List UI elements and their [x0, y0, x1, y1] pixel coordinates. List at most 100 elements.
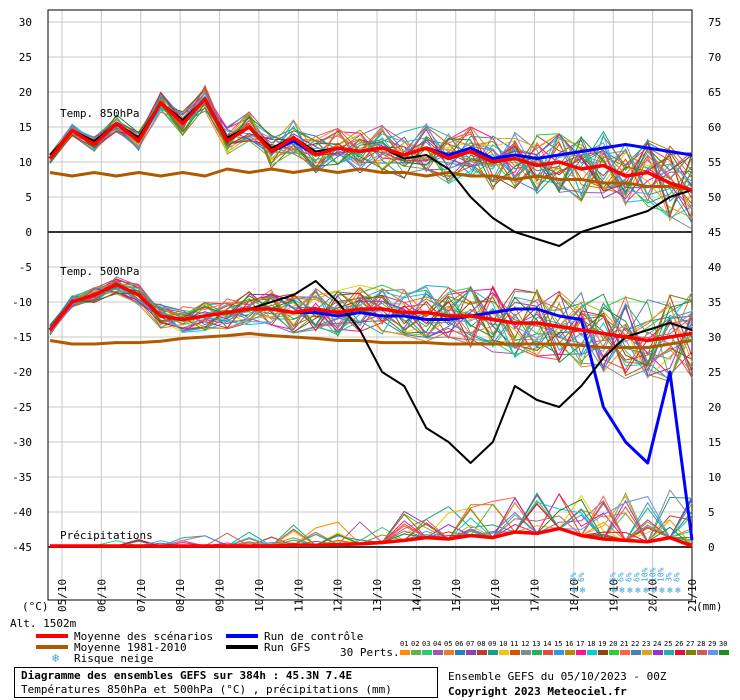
pert-swatch — [444, 650, 454, 655]
panel-label-precip: Précipitations — [60, 529, 153, 542]
pert-id: 20 — [609, 640, 617, 648]
x-tick-label: 09/10 — [214, 579, 227, 612]
legend-perts: 30 Perts. — [340, 646, 400, 659]
pert-swatch — [598, 650, 608, 655]
pert-swatch — [543, 650, 553, 655]
footer-title-box: Diagramme des ensembles GEFS sur 384h : … — [14, 667, 438, 698]
snowflake-icon: ❄ — [619, 586, 625, 596]
snowflake-icon: ❄ — [611, 586, 617, 596]
right-tick-label: 50 — [708, 191, 721, 204]
right-tick-label: 25 — [708, 366, 721, 379]
x-tick-label: 16/10 — [489, 579, 502, 612]
left-tick-label: -20 — [12, 366, 32, 379]
legend-gfs: Run GFS — [264, 641, 310, 654]
right-tick-label: 60 — [708, 121, 721, 134]
snowflake-icon: ❄ — [667, 586, 673, 596]
pert-swatch — [565, 650, 575, 655]
pert-swatch — [499, 650, 509, 655]
right-tick-label: 75 — [708, 16, 721, 29]
x-tick-label: 13/10 — [371, 579, 384, 612]
pert-id: 16 — [565, 640, 573, 648]
pert-swatch — [708, 650, 718, 655]
member-850-line — [49, 105, 693, 200]
snow-risk-value: 3% — [664, 572, 673, 582]
snowflake-icon: ❄ — [651, 586, 657, 596]
snowflake-icon: ❄ — [627, 586, 633, 596]
pert-id: 12 — [521, 640, 529, 648]
pert-id: 03 — [422, 640, 430, 648]
pert-id: 19 — [598, 640, 606, 648]
pert-id: 18 — [587, 640, 595, 648]
footer-ensemble-info: Ensemble GEFS du 05/10/2023 - 00Z Copyri… — [448, 669, 667, 699]
snow-risk-value: 3% — [569, 572, 578, 582]
main-series — [48, 97, 694, 548]
left-tick-label: 20 — [19, 86, 32, 99]
pert-id: 27 — [686, 640, 694, 648]
pert-swatch — [587, 650, 597, 655]
x-tick-label: 06/10 — [95, 579, 108, 612]
right-tick-label: 35 — [708, 296, 721, 309]
pert-id: 28 — [697, 640, 705, 648]
pert-swatch — [697, 650, 707, 655]
pert-id: 09 — [488, 640, 496, 648]
pert-swatch — [521, 650, 531, 655]
pert-id: 11 — [510, 640, 518, 648]
pert-id: 08 — [477, 640, 485, 648]
pert-swatch — [466, 650, 476, 655]
legend-snow: Risque neige — [74, 652, 153, 665]
pert-swatch — [653, 650, 663, 655]
pert-id: 21 — [620, 640, 628, 648]
pert-swatch — [532, 650, 542, 655]
snow-risk-value: 10% — [656, 567, 665, 582]
pert-swatch — [510, 650, 520, 655]
member-850-line — [49, 102, 693, 208]
snow-risk: 3%❄6%❄6%❄6%❄6%❄6%❄10%❄10%❄10%❄3%❄6%❄ — [569, 567, 681, 596]
pert-id: 24 — [653, 640, 661, 648]
member-500-line — [49, 281, 693, 365]
left-tick-label: 0 — [25, 226, 32, 239]
series-line — [50, 526, 693, 548]
perturbation-swatches — [400, 650, 729, 655]
snowflake-icon: ❄ — [643, 586, 649, 596]
right-tick-label: 45 — [708, 226, 721, 239]
pert-id: 17 — [576, 640, 584, 648]
right-tick-label: 15 — [708, 436, 721, 449]
pert-id: 22 — [631, 640, 639, 648]
altitude: Alt. 1502m — [10, 617, 77, 630]
pert-id: 25 — [664, 640, 672, 648]
footer-title: Diagramme des ensembles GEFS sur 384h : … — [21, 669, 353, 682]
snow-risk-value: 6% — [577, 572, 586, 582]
right-tick-label: 5 — [708, 506, 715, 519]
snow-risk-value: 10% — [640, 567, 649, 582]
pert-swatch — [554, 650, 564, 655]
pert-swatch — [400, 650, 410, 655]
perturbation-ids: 01 02 03 04 05 06 07 08 09 10 11 12 13 14 15 16 17 18 19 20… — [400, 640, 727, 648]
footer-subtitle: Températures 850hPa et 500hPa (°C) , pré… — [21, 683, 392, 696]
right-tick-label: 10 — [708, 471, 721, 484]
legend: Moyenne des scénarios Moyenne 1981-2010 … — [36, 630, 729, 665]
left-tick-label: -30 — [12, 436, 32, 449]
x-tick-label: 15/10 — [450, 579, 463, 612]
series-line — [48, 97, 693, 192]
left-tick-label: -25 — [12, 401, 32, 414]
x-tick-label: 19/10 — [607, 579, 620, 612]
snow-risk-value: 6% — [632, 572, 641, 582]
left-tick-label: 25 — [19, 51, 32, 64]
x-tick-label: 18/10 — [568, 579, 581, 612]
pert-swatch — [664, 650, 674, 655]
x-tick-label: 08/10 — [174, 579, 187, 612]
pert-swatch — [433, 650, 443, 655]
pert-id: 23 — [642, 640, 650, 648]
right-tick-label: 30 — [708, 331, 721, 344]
pert-swatch — [411, 650, 421, 655]
pert-id: 01 — [400, 640, 408, 648]
right-tick-label: 65 — [708, 86, 721, 99]
pert-swatch — [719, 650, 729, 655]
pert-swatch — [642, 650, 652, 655]
right-axis-unit: (mm) — [696, 600, 723, 613]
right-tick-label: 55 — [708, 156, 721, 169]
snowflake-icon: ❄ — [572, 586, 578, 596]
left-tick-label: 15 — [19, 121, 32, 134]
